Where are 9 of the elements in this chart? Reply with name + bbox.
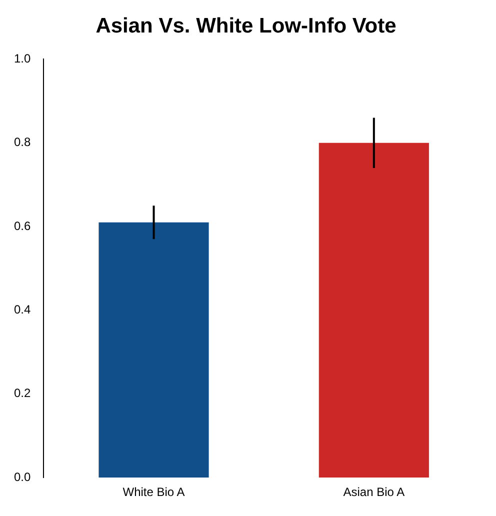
y-tick-label: 1.0	[14, 52, 31, 66]
x-tick-label: Asian Bio A	[343, 485, 405, 500]
y-tick-label: 0.8	[14, 135, 31, 150]
y-tick-label: 0.6	[14, 218, 31, 233]
y-tick-label: 0.2	[14, 386, 31, 400]
y-tick-label: 0.4	[14, 302, 31, 317]
x-tick-label: White Bio A	[122, 485, 185, 500]
y-tick-label: 0.0	[14, 470, 31, 484]
chart-title: Asian Vs. White Low-Info Vote	[96, 14, 396, 38]
